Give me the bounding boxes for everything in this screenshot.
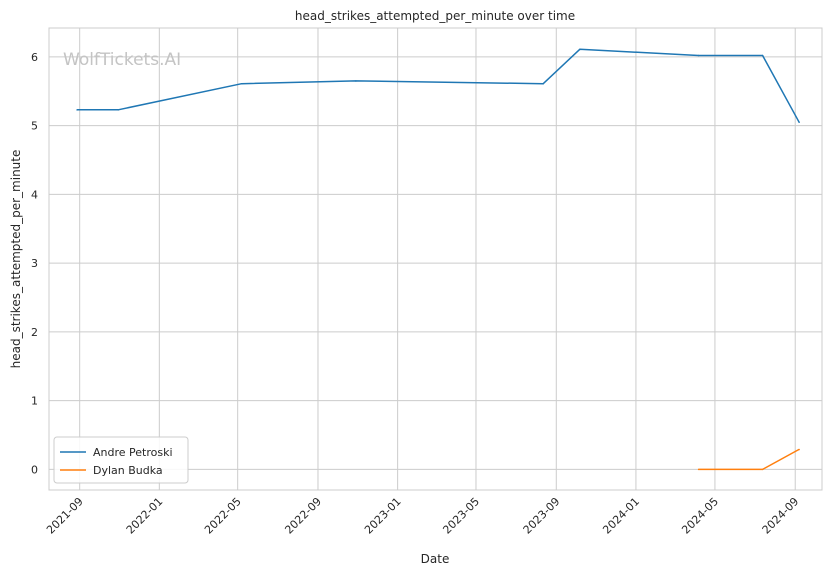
x-tick-label: 2023-01: [362, 495, 404, 537]
series-layer: [76, 48, 800, 471]
x-tick-label: 2021-09: [44, 495, 86, 537]
plot-frame: [48, 27, 823, 491]
series-line-andre-petroski: [77, 48, 800, 123]
data-point-andre-petroski: [117, 109, 119, 111]
chart-title: head_strikes_attempted_per_minute over t…: [295, 9, 575, 23]
y-tick-label: 5: [31, 120, 38, 133]
y-tick-label: 3: [31, 257, 38, 270]
x-axis-title: Date: [421, 552, 450, 566]
grid: [49, 28, 822, 490]
legend-label-dylan-budka: Dylan Budka: [93, 464, 163, 477]
y-tick-label: 0: [31, 463, 38, 476]
x-tick-label: 2023-05: [440, 495, 482, 537]
data-point-andre-petroski: [697, 54, 700, 57]
y-tick-label: 6: [31, 51, 38, 64]
data-point-andre-petroski: [579, 48, 581, 51]
y-tick-label: 2: [31, 326, 38, 339]
data-point-andre-petroski: [798, 121, 800, 123]
y-axis-title: head_strikes_attempted_per_minute: [9, 150, 23, 369]
data-point-andre-petroski: [240, 82, 243, 85]
x-tick-label: 2022-05: [202, 495, 244, 537]
data-point-dylan-budka: [761, 468, 764, 471]
x-tick-label: 2022-01: [124, 495, 166, 537]
legend-label-andre-petroski: Andre Petroski: [93, 446, 173, 459]
x-tick-label: 2023-09: [521, 495, 563, 537]
x-tick-labels: 2021-09 2022-01 2022-05 2022-09 2023-01 2023-…: [44, 495, 801, 537]
series-line-dylan-budka: [698, 448, 800, 471]
data-point-andre-petroski: [355, 80, 357, 82]
data-point-andre-petroski: [542, 82, 544, 85]
data-point-dylan-budka: [697, 468, 700, 471]
data-point-andre-petroski: [76, 109, 78, 111]
y-tick-label: 1: [31, 395, 38, 408]
watermark: WolfTickets.AI: [63, 50, 181, 70]
y-tick-label: 4: [31, 188, 38, 201]
legend-box: [53, 436, 189, 484]
legend: Andre Petroski Dylan Budka: [53, 436, 189, 484]
x-tick-label: 2024-01: [600, 495, 642, 537]
x-tick-label: 2022-09: [282, 495, 324, 537]
x-tick-label: 2024-05: [679, 495, 721, 537]
x-tick-label: 2024-09: [760, 495, 802, 537]
y-tick-labels: 0 1 2 3 4 5 6: [31, 51, 38, 477]
data-point-andre-petroski: [761, 54, 764, 57]
data-point-dylan-budka: [798, 448, 800, 451]
